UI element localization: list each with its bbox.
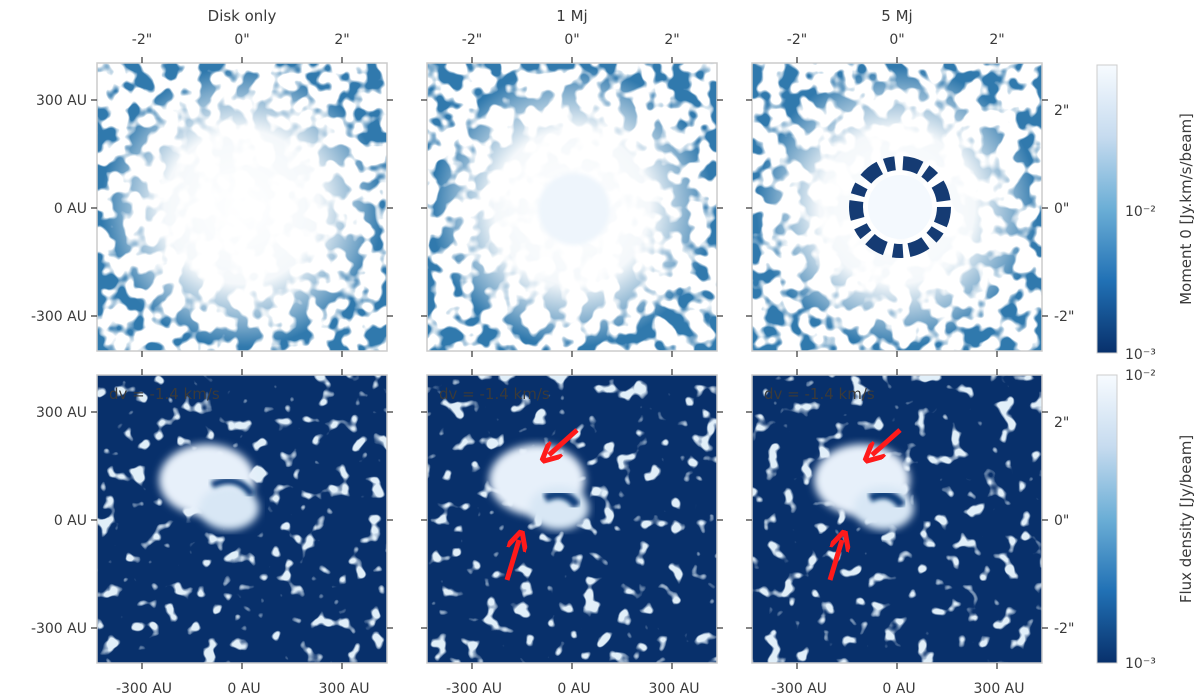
- velocity-annotation: dv = -1.4 km/s: [109, 385, 220, 403]
- panel-title: 1 Mj: [556, 7, 587, 25]
- colorbar-top: 10⁻² 10⁻³ Moment 0 [Jy.km/s/beam]: [1096, 64, 1195, 363]
- colorbar-top-min-label: 10⁻³: [1125, 347, 1156, 363]
- top-tick-label: 0": [889, 32, 904, 48]
- right-tick-label: -2": [1054, 309, 1074, 325]
- inner-cavity: [538, 173, 610, 245]
- bottom-tick-label: 0 AU: [557, 681, 590, 697]
- emission-lobe: [199, 486, 259, 530]
- bottom-tick-label: 300 AU: [649, 681, 700, 697]
- colorbar-top-gradient: [1096, 64, 1118, 354]
- bottom-tick-label: 300 AU: [319, 681, 370, 697]
- left-tick-label: 300 AU: [36, 405, 87, 421]
- top-tick-label: 2": [334, 32, 349, 48]
- top-tick-label: 0": [234, 32, 249, 48]
- top-tick-label: 0": [564, 32, 579, 48]
- panel-moment0-2: 1 Mj -2" 0" 2": [421, 7, 723, 357]
- emission-gap: [542, 489, 581, 509]
- heatmap-image: [97, 63, 387, 351]
- heatmap-image: [752, 63, 1042, 351]
- top-tick-label: -2": [132, 32, 152, 48]
- colorbar-bottom-gradient: [1096, 374, 1118, 664]
- bottom-tick-label: 0 AU: [227, 681, 260, 697]
- left-tick-label: 0 AU: [54, 513, 87, 529]
- red-arrow: [504, 540, 519, 581]
- disk-emission: [101, 67, 383, 347]
- colorbar-bottom-label: Flux density [Jy/beam]: [1177, 435, 1195, 603]
- bottom-tick-label: -300 AU: [771, 681, 827, 697]
- bottom-tick-label: -300 AU: [446, 681, 502, 697]
- emission-gap: [210, 477, 255, 498]
- heatmap-image: [752, 375, 1042, 663]
- left-tick-label: -300 AU: [31, 621, 87, 637]
- velocity-annotation: dv = -1.4 km/s: [764, 385, 875, 403]
- panel-channel-3: dv = -1.4 km/s -300 AU 0 AU 300 AU 2" 0" -2": [746, 369, 1074, 697]
- gap-ring: [849, 156, 951, 258]
- top-tick-label: -2": [462, 32, 482, 48]
- right-tick-label: -2": [1054, 621, 1074, 637]
- left-tick-label: -300 AU: [31, 309, 87, 325]
- bottom-tick-label: 300 AU: [974, 681, 1025, 697]
- emission-gap: [867, 489, 906, 509]
- red-arrow: [872, 428, 902, 455]
- right-tick-label: 2": [1054, 103, 1069, 119]
- panel-title: 5 Mj: [881, 7, 912, 25]
- top-tick-label: 2": [989, 32, 1004, 48]
- velocity-annotation: dv = -1.4 km/s: [439, 385, 550, 403]
- bottom-tick-label: -300 AU: [116, 681, 172, 697]
- panel-channel-2: dv = -1.4 km/s -300 AU 0 AU 300 AU: [421, 369, 723, 697]
- bottom-tick-label: 0 AU: [882, 681, 915, 697]
- top-tick-label: -2": [787, 32, 807, 48]
- right-tick-label: 0": [1054, 201, 1069, 217]
- right-tick-label: 2": [1054, 415, 1069, 431]
- panel-channel-1: dv = -1.4 km/s -300 AU 0 AU 300 AU 300 AU 0 A…: [31, 369, 393, 697]
- left-tick-label: 0 AU: [54, 201, 87, 217]
- inner-disk: [868, 175, 932, 239]
- heatmap-image: [97, 375, 387, 663]
- right-tick-label: 0": [1054, 513, 1069, 529]
- colorbar-bottom-max-label: 10⁻²: [1125, 368, 1156, 384]
- red-arrow: [827, 540, 842, 581]
- colorbar-top-mid-label: 10⁻²: [1125, 204, 1156, 220]
- colorbar-bottom-min-label: 10⁻³: [1125, 656, 1156, 672]
- colorbar-bottom: 10⁻² 10⁻³ Flux density [Jy/beam]: [1096, 368, 1195, 672]
- panel-title: Disk only: [208, 7, 277, 25]
- panel-moment0-1: Disk only -2" 0" 2" 300 AU 0 AU -300 AU: [31, 7, 393, 357]
- heatmap-image: [427, 375, 717, 663]
- left-tick-label: 300 AU: [36, 93, 87, 109]
- panel-moment0-3: 5 Mj -2" 0" 2" 2" 0" -2": [746, 7, 1074, 357]
- colorbar-top-label: Moment 0 [Jy.km/s/beam]: [1177, 113, 1195, 305]
- heatmap-image: [427, 63, 717, 351]
- red-arrow: [549, 428, 579, 455]
- top-tick-label: 2": [664, 32, 679, 48]
